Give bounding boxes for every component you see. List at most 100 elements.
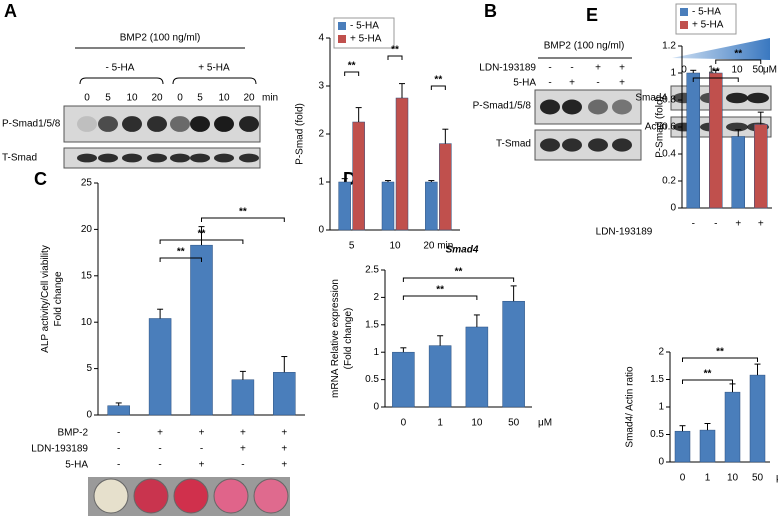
x-tick-label: - xyxy=(714,219,717,230)
significance-label: ** xyxy=(434,75,442,86)
row-value: - xyxy=(241,460,244,471)
y-tick-label: 1 xyxy=(318,177,324,188)
blot-lane: 1 xyxy=(708,65,714,76)
blot-band xyxy=(190,153,210,163)
legend-swatch xyxy=(338,35,346,43)
blot-band xyxy=(170,153,190,163)
blot-band xyxy=(588,138,608,152)
blot-band xyxy=(562,99,582,115)
x-tick-label: 50 xyxy=(752,473,764,484)
bar xyxy=(273,372,296,416)
blot-row-label: Actin xyxy=(645,122,667,133)
y-axis-label: P-Smad (fold) xyxy=(295,103,306,165)
significance-label: ** xyxy=(716,347,724,358)
well xyxy=(133,478,169,514)
y-axis-label: mRNA Relative expression xyxy=(330,279,341,398)
y-tick-label: 0 xyxy=(86,410,92,421)
blot-row-label: Smad4 xyxy=(635,93,667,104)
y-tick-label: 0 xyxy=(373,402,379,413)
x-unit: μM xyxy=(776,473,778,484)
x-tick-label: 0 xyxy=(401,418,407,429)
blot-band xyxy=(122,153,142,163)
blot-band xyxy=(540,138,560,152)
blot-lane: - xyxy=(548,78,551,89)
y-tick-label: 1.5 xyxy=(650,374,664,385)
blot-treatment: BMP2 (100 ng/ml) xyxy=(544,41,625,52)
y-tick-label: 1 xyxy=(670,68,676,79)
legend-swatch xyxy=(680,8,688,16)
blot-band xyxy=(726,122,748,132)
bar xyxy=(231,379,255,416)
significance-bracket xyxy=(402,277,515,282)
y-tick-label: 2.5 xyxy=(365,265,379,276)
bar xyxy=(338,181,351,231)
blot-band xyxy=(122,116,142,132)
blot-row-label: P-Smad1/5/8 xyxy=(2,119,61,130)
blot-lane: 0 xyxy=(84,93,90,104)
blot-lane: + xyxy=(595,63,601,74)
row-value: - xyxy=(200,444,203,455)
blot-lane: - xyxy=(596,78,599,89)
bar xyxy=(754,124,768,209)
significance-label: ** xyxy=(734,49,742,60)
legend-label: - 5-HA xyxy=(692,7,721,18)
blot-band xyxy=(190,116,210,132)
y-axis-label: ALP activity/Cell viability xyxy=(40,245,51,353)
blot-band xyxy=(214,116,234,132)
blot-lane: 10 xyxy=(126,93,138,104)
y-axis-label: Fold change xyxy=(53,271,64,326)
y-tick-label: 4 xyxy=(318,33,324,44)
blot-unit: μM xyxy=(763,65,777,76)
x-tick-label: 50 xyxy=(508,418,520,429)
y-tick-label: 2 xyxy=(658,347,664,358)
row-value: - xyxy=(117,428,120,439)
legend-swatch xyxy=(680,21,688,29)
significance-label: ** xyxy=(177,247,185,258)
bar xyxy=(428,345,452,408)
y-tick-label: 10 xyxy=(81,317,93,328)
blot-lane: + xyxy=(619,78,625,89)
y-tick-label: 0.4 xyxy=(662,149,676,160)
panel-label: A xyxy=(4,1,17,21)
significance-bracket xyxy=(344,71,360,76)
y-axis-label: Smad4/ Actin ratio xyxy=(625,366,636,448)
y-tick-label: 1 xyxy=(658,402,664,413)
bar xyxy=(381,181,395,231)
y-tick-label: 2 xyxy=(318,129,324,140)
y-tick-label: 0 xyxy=(658,457,664,468)
blot-lane: - xyxy=(570,63,573,74)
row-value: - xyxy=(158,444,161,455)
blot-lane: 5 xyxy=(105,93,111,104)
x-tick-label: 10 xyxy=(727,473,739,484)
blot-band xyxy=(147,116,167,132)
x-tick-label: - xyxy=(692,219,695,230)
blot-row-label: T-Smad xyxy=(2,153,37,164)
blot-lane: 10 xyxy=(218,93,230,104)
y-tick-label: 1.2 xyxy=(662,41,676,52)
x-tick-label: + xyxy=(758,219,764,230)
legend-label: + 5-HA xyxy=(350,34,382,45)
blot-band xyxy=(170,116,190,132)
blot-band xyxy=(239,153,259,163)
y-tick-label: 2 xyxy=(373,292,379,303)
significance-bracket xyxy=(387,55,403,60)
blot-lane: + xyxy=(569,78,575,89)
row-value: - xyxy=(117,460,120,471)
blot-lane: + xyxy=(619,63,625,74)
y-tick-label: 0 xyxy=(670,203,676,214)
blot-band xyxy=(98,153,118,163)
blot-group: - 5-HA xyxy=(106,63,135,74)
bar xyxy=(465,326,489,408)
y-axis-label: (Fold change) xyxy=(343,308,354,370)
blot-band xyxy=(239,116,259,132)
bar xyxy=(502,300,525,408)
blot-lane: 20 xyxy=(151,93,163,104)
y-tick-label: 0.8 xyxy=(662,95,676,106)
significance-bracket xyxy=(430,85,446,90)
blot-row-label: T-Smad xyxy=(496,139,531,150)
blot-lane: 0 xyxy=(177,93,183,104)
blot-band xyxy=(77,153,97,163)
y-axis-label: P-Smad (fold) xyxy=(655,96,666,158)
